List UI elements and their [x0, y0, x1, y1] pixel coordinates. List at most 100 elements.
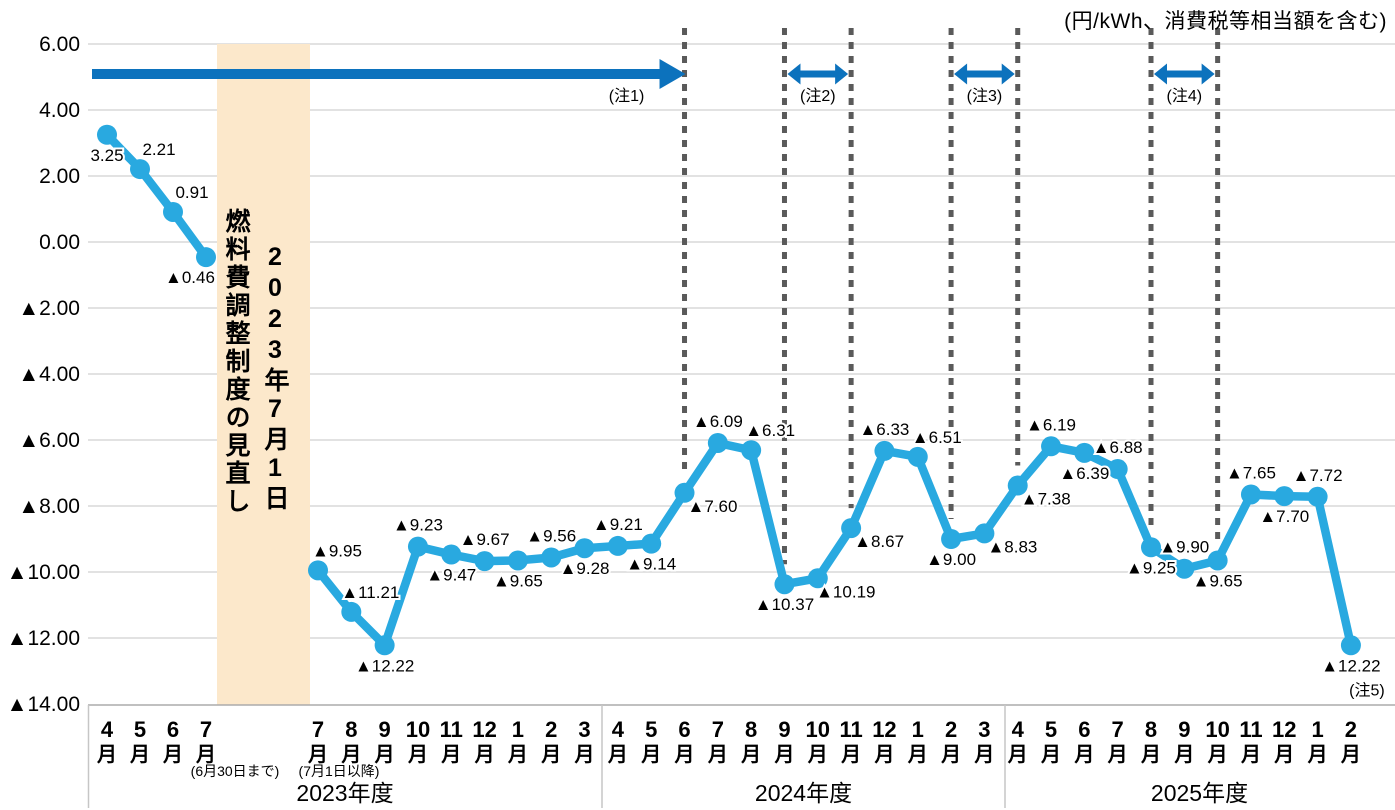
x-tick-month-suffix: 月 — [1007, 744, 1028, 766]
x-tick-month-number: 9 — [778, 717, 790, 742]
fiscal-year-label: 2025年度 — [1151, 780, 1248, 806]
x-tick-month-number: 5 — [1045, 717, 1057, 742]
note-annotation-2 — [787, 63, 849, 85]
post-revision-series-point — [541, 547, 562, 568]
x-tick-month-suffix: 月 — [1073, 744, 1094, 766]
double-arrow-head-right — [1001, 63, 1015, 85]
post-revision-series-point — [507, 550, 528, 571]
x-tick-month-number: 11 — [1239, 717, 1262, 742]
x-tick-month-suffix: 月 — [340, 744, 361, 766]
pre-revision-series-point — [196, 247, 216, 268]
post-revision-series-point — [807, 568, 828, 589]
y-tick-label: ▲8.00 — [18, 495, 80, 518]
pre-revision-series-point — [97, 124, 117, 145]
post-revision-series-point — [441, 544, 462, 565]
post-revision-series-point — [407, 536, 428, 557]
post-revision-series-point — [1107, 459, 1128, 480]
post-value-label: ▲9.21 — [593, 515, 643, 534]
post-revision-series-point — [308, 560, 328, 581]
post-revision-series-point — [741, 440, 762, 461]
post-value-label: ▲6.51 — [912, 428, 962, 447]
post-revision-series-point — [1041, 436, 1062, 457]
post-revision-series-point — [1274, 486, 1295, 507]
post-value-label: ▲6.31 — [745, 421, 795, 440]
post-revision-series-point — [674, 482, 695, 503]
note1-label: (注1) — [609, 87, 645, 105]
x-tick-month-number: 1 — [512, 717, 524, 742]
x-tick-month-suffix: 月 — [574, 744, 595, 766]
post-value-label: ▲7.60 — [688, 497, 738, 516]
x-tick-month-number: 9 — [1178, 717, 1190, 742]
x-tick-month-number: 7 — [712, 717, 724, 742]
pre-revision-period-note: (6月30日まで) — [191, 763, 280, 779]
x-tick-month-number: 8 — [745, 717, 757, 742]
post-revision-series-point — [707, 432, 728, 453]
x-tick-month-suffix: 月 — [840, 744, 861, 766]
x-tick-month-number: 2 — [945, 717, 957, 742]
revision-band-title: 燃料費調整制度の見直し — [222, 208, 250, 516]
x-tick-month-number: 10 — [406, 717, 430, 742]
x-tick-month-number: 5 — [134, 717, 146, 742]
post-revision-series-point — [1340, 635, 1361, 656]
post-value-label: ▲8.83 — [987, 537, 1037, 556]
post-revision-series-point — [1141, 537, 1161, 558]
post-value-label: ▲11.21 — [341, 583, 399, 602]
double-arrow-head-right — [1201, 63, 1215, 85]
x-tick-month-number: 3 — [978, 717, 990, 742]
post-revision-series-point — [774, 574, 795, 595]
x-tick-month-suffix: 月 — [1173, 744, 1194, 766]
post-revision-series-point — [841, 518, 862, 539]
post-value-label: ▲10.19 — [816, 582, 875, 601]
y-tick-label: ▲6.00 — [18, 429, 80, 452]
y-tick-label: ▲2.00 — [18, 297, 80, 320]
x-tick-month-number: 10 — [806, 717, 830, 742]
x-tick-month-number: 6 — [678, 717, 690, 742]
post-revision-series-point — [974, 523, 995, 544]
post-value-label: ▲7.38 — [1021, 490, 1071, 509]
pre-value-label: 0.91 — [175, 183, 208, 202]
x-tick-month-number: 7 — [312, 717, 324, 742]
post-revision-series-point — [341, 601, 362, 622]
post-value-label: ▲6.39 — [1059, 464, 1109, 483]
post-value-label: ▲7.65 — [1226, 463, 1276, 482]
x-tick-month-suffix: 月 — [1307, 744, 1328, 766]
x-tick-month-number: 2 — [545, 717, 557, 742]
double-arrow-head-left — [954, 63, 968, 85]
post-value-label: ▲9.65 — [1193, 571, 1243, 590]
x-tick-month-number: 5 — [645, 717, 657, 742]
y-tick-label: 6.00 — [39, 33, 80, 56]
x-tick-month-number: 12 — [872, 717, 896, 742]
x-tick-month-number: 4 — [101, 717, 114, 742]
x-tick-month-suffix: 月 — [1240, 744, 1261, 766]
fiscal-year-label: 2024年度 — [755, 780, 852, 806]
x-tick-month-number: 3 — [578, 717, 590, 742]
pre-revision-series-point — [130, 159, 150, 180]
note1-arrow-head — [659, 59, 686, 89]
double-arrow-shaft — [798, 70, 838, 78]
x-tick-month-suffix: 月 — [129, 744, 150, 766]
x-tick-month-number: 12 — [1272, 717, 1296, 742]
x-tick-month-suffix: 月 — [96, 744, 117, 766]
post-value-label: ▲9.00 — [926, 550, 976, 569]
post-revision-series-point — [374, 635, 395, 656]
note-label: (注4) — [1167, 87, 1203, 105]
post-value-label: ▲6.19 — [1026, 415, 1076, 434]
post-value-label: ▲6.33 — [859, 420, 909, 439]
y-tick-label: ▲14.00 — [7, 693, 80, 716]
x-tick-month-suffix: 月 — [440, 744, 461, 766]
x-tick-month-suffix: 月 — [973, 744, 994, 766]
note-label: (注3) — [967, 87, 1003, 105]
x-tick-month-suffix: 月 — [474, 744, 495, 766]
note-annotation-4 — [1154, 63, 1215, 85]
post-value-label: ▲6.09 — [693, 412, 743, 431]
x-tick-month-suffix: 月 — [1140, 744, 1161, 766]
x-tick-month-number: 2 — [1345, 717, 1357, 742]
x-tick-month-suffix: 月 — [674, 744, 695, 766]
x-tick-month-suffix: 月 — [374, 744, 395, 766]
x-tick-month-number: 7 — [1112, 717, 1124, 742]
post-value-label: ▲8.67 — [854, 532, 904, 551]
x-tick-month-suffix: 月 — [740, 744, 761, 766]
fiscal-year-label: 2023年度 — [296, 780, 393, 806]
post-value-label: ▲7.72 — [1293, 466, 1343, 485]
